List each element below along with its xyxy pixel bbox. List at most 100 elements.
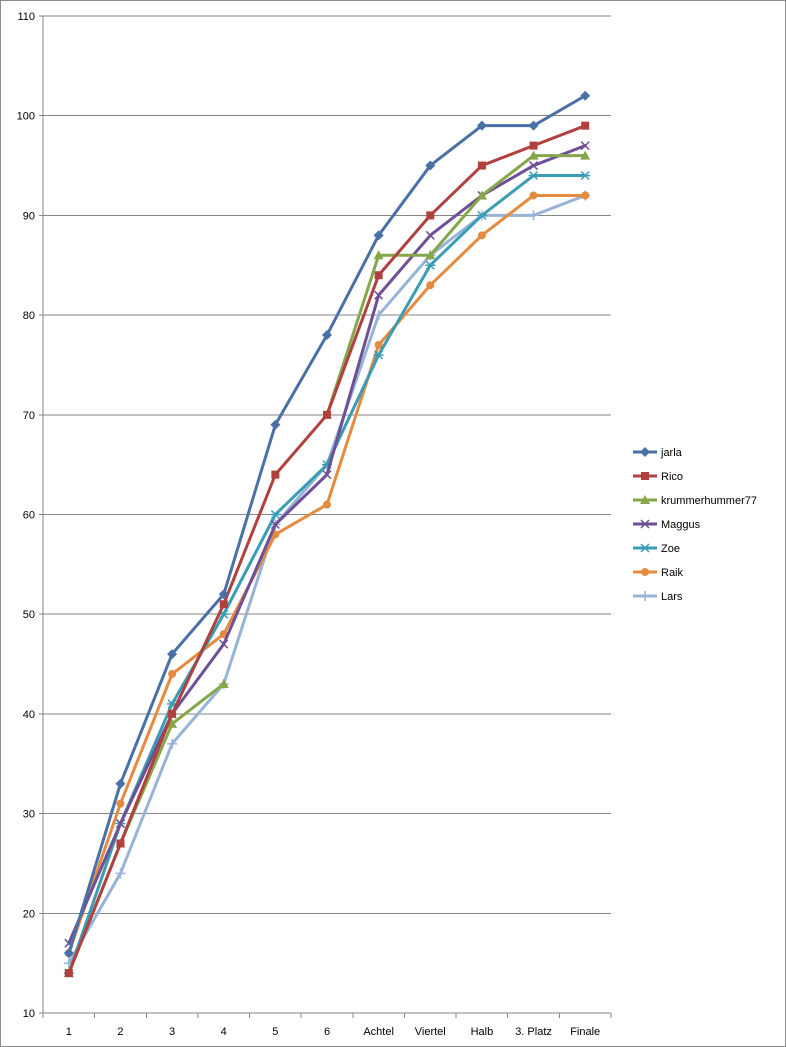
legend-item: Lars (633, 591, 683, 603)
data-point (115, 819, 125, 829)
data-point (477, 231, 486, 240)
axes: 10 20 30 40 50 60 70 80 90 100 110 1 2 3 4 5 6 Achtel Vier… (17, 11, 612, 1038)
data-point (168, 709, 177, 718)
series-line (67, 682, 226, 975)
legend: jarla Rico krummerhummer77 Maggus Zoe Raik Lar… (633, 447, 757, 603)
series-line (325, 154, 587, 417)
series-krummerhummer77 (63, 150, 591, 978)
data-point (476, 190, 487, 200)
data-point (425, 160, 436, 171)
y-tick-label: 40 (23, 709, 35, 721)
legend-marker (640, 519, 650, 529)
y-tick-label: 60 (23, 510, 35, 522)
data-point (116, 839, 125, 848)
legend-label: Raik (661, 567, 684, 579)
legend-marker (640, 543, 650, 553)
data-point (580, 141, 590, 151)
y-tick-label: 70 (23, 410, 35, 422)
data-point (529, 141, 538, 150)
y-tick-label: 50 (23, 609, 35, 621)
data-point (373, 250, 384, 260)
data-point (373, 350, 384, 360)
series-line (67, 193, 587, 955)
legend-label: Maggus (661, 519, 701, 531)
data-point (219, 600, 228, 609)
data-point (528, 170, 539, 181)
series-Rico (64, 121, 590, 978)
x-tick-label: 5 (272, 1026, 278, 1038)
legend-item: Raik (633, 567, 684, 579)
data-point (323, 410, 331, 419)
data-point (581, 191, 590, 200)
data-point (425, 230, 435, 240)
data-point (373, 310, 384, 321)
series-jarla (63, 90, 591, 959)
data-point (218, 678, 229, 688)
data-point (218, 589, 229, 600)
data-point (426, 211, 435, 220)
data-point (115, 778, 126, 789)
series-line (67, 124, 587, 975)
x-tick-label: 3. Platz (515, 1026, 552, 1038)
data-point (477, 161, 486, 170)
gridlines (43, 15, 611, 1014)
data-point (270, 509, 281, 520)
y-tick-label: 10 (23, 1008, 35, 1020)
y-tick-label: 90 (23, 210, 35, 222)
data-point (373, 230, 384, 241)
data-point (116, 799, 125, 808)
y-tick-label: 110 (17, 11, 35, 23)
data-point (323, 500, 331, 509)
legend-label: krummerhummer77 (661, 495, 757, 507)
data-point (322, 330, 332, 341)
x-tick-label: 2 (117, 1026, 123, 1038)
legend-item: Maggus (633, 519, 701, 531)
series-line (67, 193, 587, 965)
legend-marker (640, 447, 650, 457)
legend-label: jarla (660, 447, 683, 459)
series-line (67, 144, 587, 945)
data-point (271, 470, 280, 479)
data-point (270, 519, 280, 530)
data-point (219, 639, 229, 649)
y-tick-label: 100 (17, 111, 35, 123)
series-line (67, 94, 587, 955)
legend-item: krummerhummer77 (633, 495, 757, 507)
y-tick-label: 20 (23, 908, 35, 920)
data-point (529, 191, 538, 200)
legend-item: Rico (633, 471, 683, 483)
data-point (167, 718, 178, 728)
data-point (580, 170, 591, 181)
y-tick-label: 30 (23, 809, 35, 821)
data-point (374, 290, 384, 300)
y-tick-label: 80 (23, 310, 35, 322)
legend-item: jarla (633, 447, 683, 459)
data-point (580, 90, 591, 101)
series-Maggus (64, 141, 590, 948)
legend-label: Rico (661, 471, 683, 483)
data-point (64, 969, 73, 978)
x-tick-label: 3 (169, 1026, 175, 1038)
data-point (63, 948, 74, 959)
data-point (168, 670, 177, 679)
legend-label: Lars (661, 591, 683, 603)
data-point (270, 419, 281, 430)
data-point (374, 271, 383, 280)
legend-label: Zoe (661, 543, 680, 555)
data-point (528, 150, 539, 160)
x-tick-label: Halb (471, 1026, 494, 1038)
series-Lars (63, 190, 591, 969)
data-point (476, 120, 487, 131)
legend-item: Zoe (633, 543, 680, 555)
data-point (115, 868, 126, 879)
x-tick-label: 6 (324, 1026, 330, 1038)
x-tick-label: Finale (570, 1026, 600, 1038)
data-point (580, 150, 591, 160)
data-point (425, 260, 436, 270)
series-Zoe (63, 170, 591, 978)
series-Raik (64, 191, 590, 958)
series-line (67, 174, 587, 975)
legend-marker (641, 472, 649, 480)
legend-marker (640, 495, 650, 504)
